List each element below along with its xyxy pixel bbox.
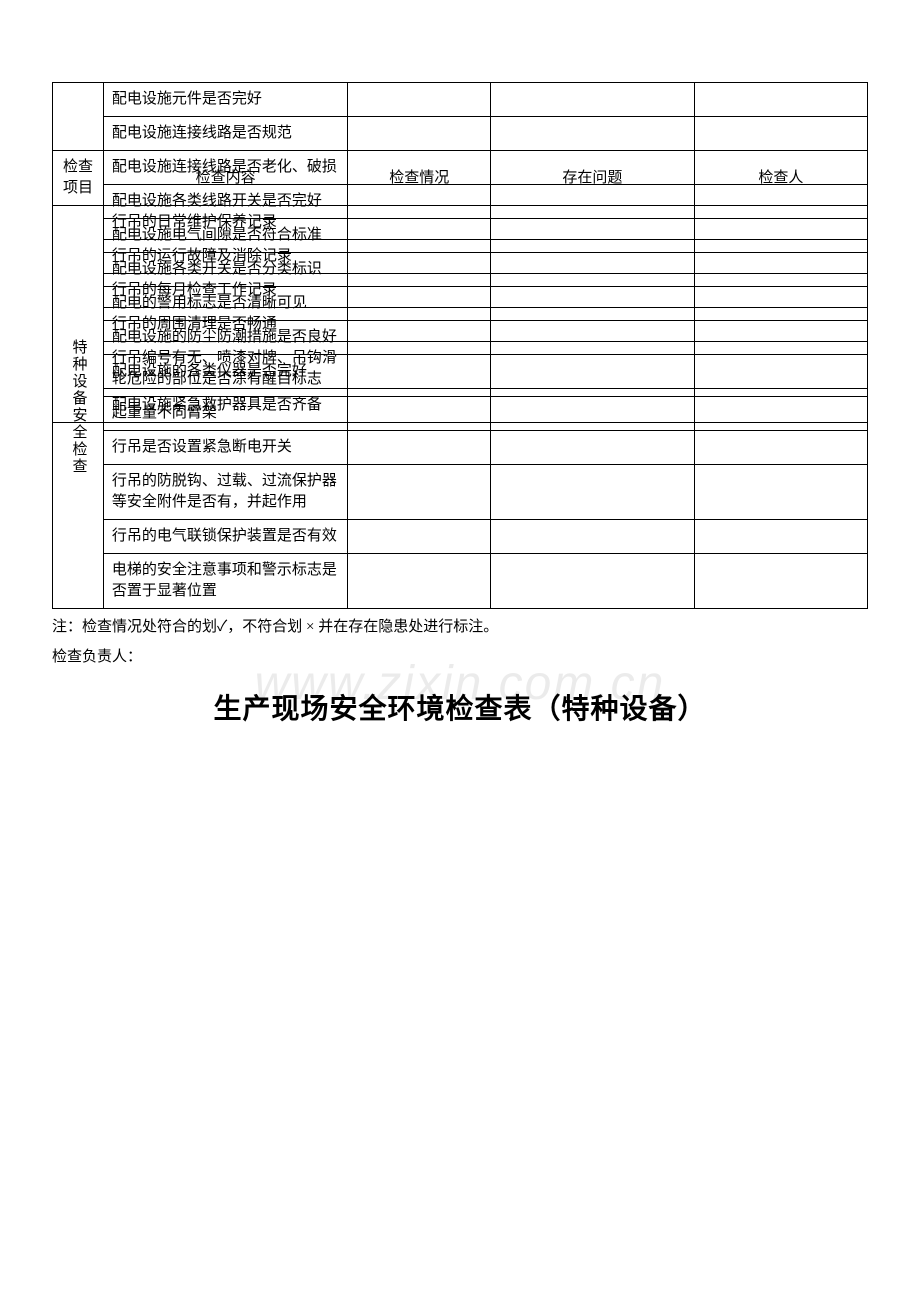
check-content: 电梯的安全注意事项和警示标志是否置于显著位置 <box>103 554 347 609</box>
table-row: 行吊的防脱钩、过载、过流保护器等安全附件是否有，并起作用 <box>53 465 868 520</box>
empty-cell <box>491 240 695 274</box>
header-problem: 存在问题 <box>491 151 695 206</box>
empty-cell <box>348 431 491 465</box>
table-row: 配电设施连接线路是否规范 <box>53 117 868 151</box>
empty-cell <box>348 206 491 240</box>
check-content: 行吊的电气联锁保护装置是否有效 <box>103 520 347 554</box>
header-cat: 检查项目 <box>53 151 104 206</box>
empty-cell <box>348 240 491 274</box>
stacked-tables: 配电设施元件是否完好 配电设施连接线路是否规范 配电设施连接线路是否老化、破损 … <box>52 82 868 423</box>
empty-cell <box>491 465 695 520</box>
empty-cell <box>348 83 491 117</box>
empty-cell <box>491 83 695 117</box>
table-row: 电梯的安全注意事项和警示标志是否置于显著位置 <box>53 554 868 609</box>
empty-cell <box>491 342 695 397</box>
check-content: 行吊的运行故障及消除记录 <box>103 240 347 274</box>
table-row: 行吊的电气联锁保护装置是否有效 <box>53 520 868 554</box>
header-status: 检查情况 <box>348 151 491 206</box>
empty-cell <box>348 342 491 397</box>
empty-cell <box>694 342 867 397</box>
category-label-b: 特种设备安全检查 <box>53 206 104 609</box>
check-content: 行吊是否设置紧急断电开关 <box>103 431 347 465</box>
empty-cell <box>694 274 867 308</box>
check-content: 起重量不同臂架 <box>103 397 347 431</box>
inspector-signature-label: 检查负责人： <box>52 645 868 669</box>
empty-cell <box>694 240 867 274</box>
empty-cell <box>491 308 695 342</box>
empty-cell <box>694 520 867 554</box>
empty-cell <box>694 117 867 151</box>
table-row: 行吊的每月检查工作记录 <box>53 274 868 308</box>
empty-cell <box>491 274 695 308</box>
check-content: 行吊的周围清理是否畅通 <box>103 308 347 342</box>
empty-cell <box>491 431 695 465</box>
empty-cell <box>694 465 867 520</box>
check-content: 配电设施元件是否完好 <box>103 83 347 117</box>
table-row: 行吊的周围清理是否畅通 <box>53 308 868 342</box>
check-content: 配电设施连接线路是否规范 <box>103 117 347 151</box>
empty-cell <box>694 554 867 609</box>
empty-cell <box>694 397 867 431</box>
table-b: 检查项目检查内容检查情况存在问题检查人特种设备安全检查行吊的日常维护保养记录 行… <box>52 150 868 609</box>
footnote: 注：检查情况处符合的划✓，不符合划 × 并在存在隐患处进行标注。 <box>52 615 868 639</box>
empty-cell <box>694 206 867 240</box>
header-content: 检查内容 <box>103 151 347 206</box>
empty-cell <box>694 83 867 117</box>
check-content: 行吊的日常维护保养记录 <box>103 206 347 240</box>
empty-cell <box>491 117 695 151</box>
empty-cell <box>348 117 491 151</box>
table-row: 行吊编号有无、喷漆对牌、吊钩滑轮危险的部位是否涂有醒目标志 <box>53 342 868 397</box>
empty-cell <box>491 206 695 240</box>
check-content: 行吊编号有无、喷漆对牌、吊钩滑轮危险的部位是否涂有醒目标志 <box>103 342 347 397</box>
empty-cell <box>348 554 491 609</box>
empty-cell <box>694 431 867 465</box>
empty-cell <box>348 308 491 342</box>
empty-cell <box>348 274 491 308</box>
header-inspector: 检查人 <box>694 151 867 206</box>
empty-cell <box>348 465 491 520</box>
section-title: 生产现场安全环境检查表（特种设备） <box>52 687 868 727</box>
empty-cell <box>491 520 695 554</box>
table-row: 配电设施元件是否完好 <box>53 83 868 117</box>
empty-cell <box>491 397 695 431</box>
empty-cell <box>348 397 491 431</box>
empty-cell <box>694 308 867 342</box>
table-row: 行吊是否设置紧急断电开关 <box>53 431 868 465</box>
empty-cell <box>348 520 491 554</box>
table-row: 起重量不同臂架 <box>53 397 868 431</box>
check-content: 行吊的防脱钩、过载、过流保护器等安全附件是否有，并起作用 <box>103 465 347 520</box>
check-content: 行吊的每月检查工作记录 <box>103 274 347 308</box>
table-row: 行吊的运行故障及消除记录 <box>53 240 868 274</box>
table-row: 特种设备安全检查行吊的日常维护保养记录 <box>53 206 868 240</box>
table-header-row: 检查项目检查内容检查情况存在问题检查人 <box>53 151 868 206</box>
empty-cell <box>491 554 695 609</box>
